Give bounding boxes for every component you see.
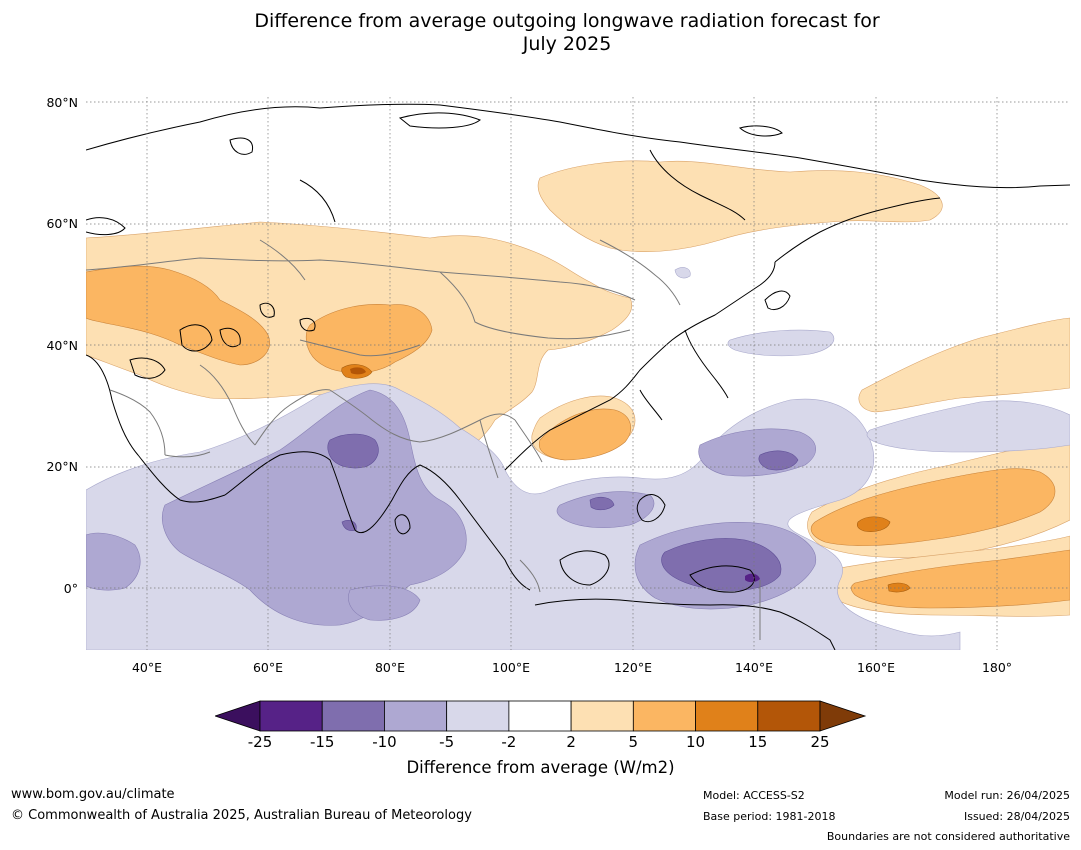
gridlines <box>86 97 1070 650</box>
model-run-date: Model run: 26/04/2025 <box>944 789 1070 802</box>
map-panel <box>86 97 1070 650</box>
map-title: Difference from average outgoing longwav… <box>0 10 1081 56</box>
colorbar-tick-label: -10 <box>372 733 397 751</box>
colorbar-tick-label: -2 <box>501 733 517 751</box>
colorbar-segment <box>570 700 634 732</box>
colorbar-extension-low <box>215 700 261 732</box>
colorbar-segment <box>757 700 821 732</box>
website-link[interactable]: www.bom.gov.au/climate <box>11 787 175 802</box>
colorbar-tick-label: -15 <box>309 733 335 751</box>
lon-label-80e: 80°E <box>374 660 406 675</box>
lon-label-40e: 40°E <box>131 660 163 675</box>
colorbar-tick-label: -5 <box>439 733 455 751</box>
copyright-text: © Commonwealth of Australia 2025, Austra… <box>11 808 472 823</box>
country-borders <box>86 239 761 640</box>
lon-label-100e: 100°E <box>491 660 531 675</box>
title-line-2: July 2025 <box>522 33 612 55</box>
lat-label-40n: 40°N <box>46 338 78 353</box>
boundaries-disclaimer: Boundaries are not considered authoritat… <box>826 830 1070 843</box>
olr-anomaly-map <box>86 97 1070 650</box>
colorbar-segment <box>508 700 572 732</box>
colorbar-segment <box>321 700 385 732</box>
colorbar-tick-label: 25 <box>810 733 830 751</box>
colorbar-segment <box>446 700 510 732</box>
lon-label-160e: 160°E <box>856 660 896 675</box>
colorbar <box>215 700 867 732</box>
anomaly-minus-10-to-minus-5 <box>86 389 817 626</box>
lon-label-180: 180° <box>981 660 1013 675</box>
lat-label-20n: 20°N <box>46 459 78 474</box>
lat-label-60n: 60°N <box>46 216 78 231</box>
lon-label-140e: 140°E <box>734 660 774 675</box>
lon-label-60e: 60°E <box>252 660 284 675</box>
colorbar-label: Difference from average (W/m2) <box>406 758 675 777</box>
colorbar-extension-high <box>819 700 867 732</box>
colorbar-segment <box>695 700 759 732</box>
colorbar-tick-label: 2 <box>566 733 576 751</box>
anomaly-5-to-10 <box>86 265 1070 609</box>
coastlines <box>86 103 1070 650</box>
lat-label-0: 0° <box>63 581 78 596</box>
colorbar-segment <box>632 700 696 732</box>
lat-label-80n: 80°N <box>46 95 78 110</box>
model-name: Model: ACCESS-S2 <box>703 789 805 802</box>
anomaly-15-to-25 <box>350 367 366 375</box>
colorbar-tick-label: 5 <box>628 733 639 751</box>
lon-label-120e: 120°E <box>613 660 653 675</box>
issued-date: Issued: 28/04/2025 <box>963 810 1070 823</box>
title-line-1: Difference from average outgoing longwav… <box>254 10 880 32</box>
colorbar-segment <box>384 700 448 732</box>
colorbar-tick-label: 10 <box>686 733 706 751</box>
colorbar-segment <box>259 700 323 732</box>
colorbar-tick-label: -25 <box>247 733 273 751</box>
base-period: Base period: 1981-2018 <box>703 810 836 823</box>
anomaly-minus-25-to-minus-15 <box>745 573 760 583</box>
colorbar-tick-label: 15 <box>748 733 768 751</box>
